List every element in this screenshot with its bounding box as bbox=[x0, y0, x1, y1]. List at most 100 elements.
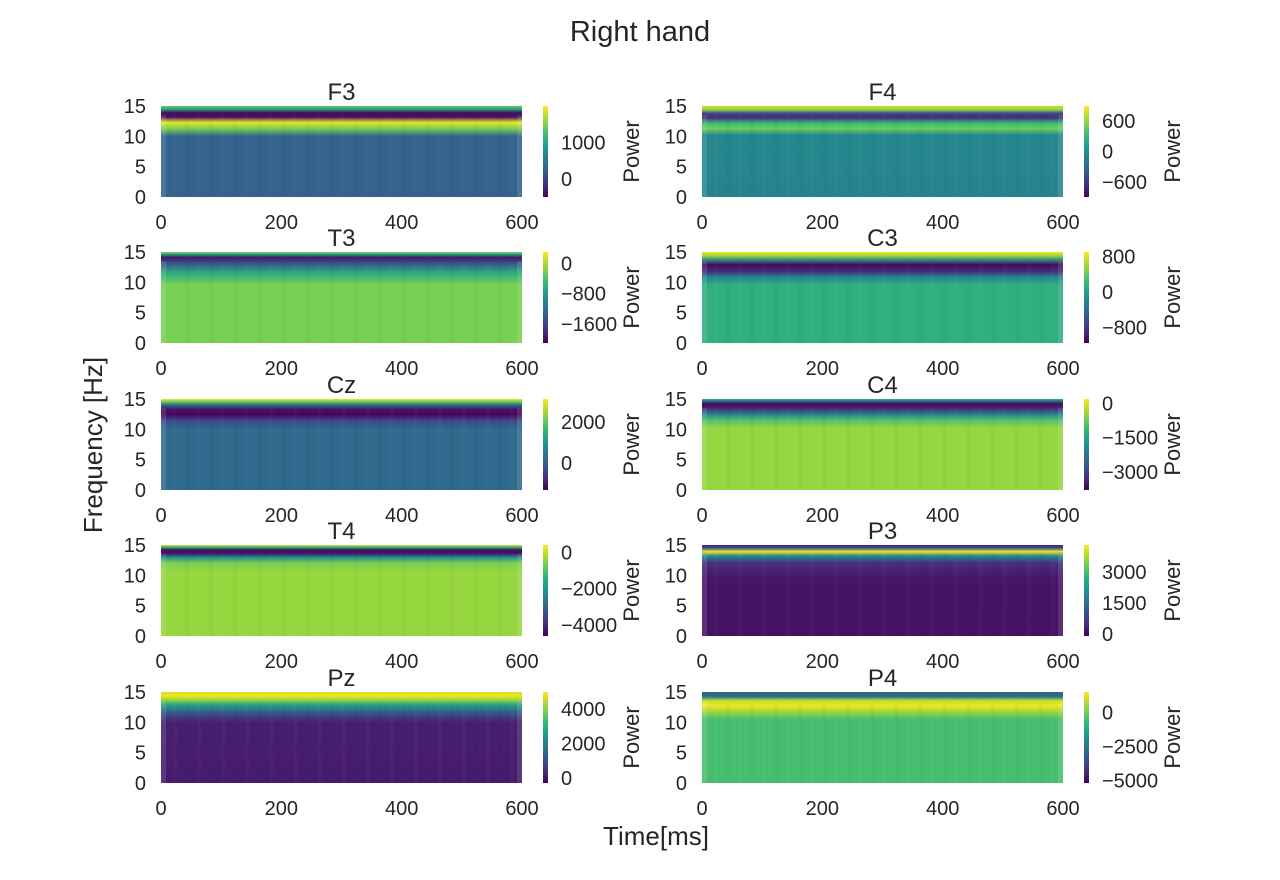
x-tick-label: 0 bbox=[155, 651, 166, 673]
colorbar-label: Power bbox=[1160, 120, 1185, 182]
y-tick-label: 10 bbox=[665, 419, 687, 441]
heatmap-texture bbox=[486, 408, 490, 490]
heatmap-texture bbox=[221, 261, 225, 343]
heatmap-texture bbox=[774, 115, 778, 197]
heatmap-texture bbox=[305, 261, 309, 343]
heatmap-texture bbox=[293, 261, 297, 343]
heatmap-texture bbox=[726, 701, 730, 783]
colorbar-P3 bbox=[1084, 545, 1089, 636]
subplot-Pz: Pz 0 200 400 600 0 5 10 15 4000 2000 0 Power bbox=[124, 665, 644, 820]
colorbar-C4 bbox=[1084, 399, 1089, 490]
heatmap-texture bbox=[185, 554, 189, 636]
heatmap-edge bbox=[517, 261, 522, 343]
heatmap-texture bbox=[209, 554, 213, 636]
x-tick-label: 0 bbox=[155, 358, 166, 380]
heatmap-texture bbox=[462, 408, 466, 490]
heatmap-texture bbox=[390, 408, 394, 490]
heatmap-texture bbox=[762, 115, 766, 197]
heatmap-texture bbox=[967, 261, 971, 343]
heatmap-texture bbox=[486, 554, 490, 636]
y-tick-label: 0 bbox=[135, 626, 146, 648]
x-tick-label: 200 bbox=[265, 358, 298, 380]
heatmap-texture bbox=[786, 115, 790, 197]
heatmap-texture bbox=[390, 261, 394, 343]
heatmap-texture bbox=[330, 554, 334, 636]
y-tick-label: 15 bbox=[665, 389, 687, 411]
heatmap-texture bbox=[955, 115, 959, 197]
heatmap-texture bbox=[378, 408, 382, 490]
heatmap-texture bbox=[871, 408, 875, 490]
heatmap-texture bbox=[414, 115, 418, 197]
heatmap-P3 bbox=[702, 545, 1063, 636]
heatmap-texture bbox=[979, 408, 983, 490]
heatmap-texture bbox=[317, 701, 321, 783]
colorbar-label: Power bbox=[619, 266, 644, 328]
x-tick-label: 600 bbox=[1046, 358, 1079, 380]
x-tick-label: 600 bbox=[505, 651, 538, 673]
heatmap-texture bbox=[967, 115, 971, 197]
heatmap-Cz bbox=[161, 399, 522, 490]
heatmap-texture bbox=[438, 115, 442, 197]
heatmap-texture bbox=[1015, 554, 1019, 636]
heatmap-texture bbox=[233, 261, 237, 343]
heatmap-texture bbox=[1051, 554, 1055, 636]
heatmap-texture bbox=[798, 701, 802, 783]
heatmap-texture bbox=[281, 261, 285, 343]
heatmap-texture bbox=[1051, 115, 1055, 197]
heatmap-texture bbox=[173, 554, 177, 636]
heatmap-texture bbox=[438, 701, 442, 783]
colorbar-label: Power bbox=[619, 120, 644, 182]
heatmap-texture bbox=[269, 115, 273, 197]
colorbar-tick-label: 0 bbox=[1102, 394, 1113, 416]
heatmap-texture bbox=[281, 408, 285, 490]
colorbar-label: Power bbox=[1160, 266, 1185, 328]
heatmap-texture bbox=[474, 408, 478, 490]
heatmap-texture bbox=[257, 701, 261, 783]
heatmap-Pz bbox=[161, 692, 522, 783]
heatmap-texture bbox=[402, 261, 406, 343]
heatmap-texture bbox=[931, 701, 935, 783]
y-tick-label: 10 bbox=[665, 565, 687, 587]
x-tick-label: 200 bbox=[806, 358, 839, 380]
y-tick-label: 5 bbox=[135, 157, 146, 179]
heatmap-T3 bbox=[161, 252, 522, 343]
heatmap-texture bbox=[738, 408, 742, 490]
x-tick-label: 600 bbox=[505, 798, 538, 820]
heatmap-texture bbox=[907, 115, 911, 197]
colorbar-tick-label: 4000 bbox=[561, 699, 606, 721]
heatmap-texture bbox=[390, 554, 394, 636]
heatmap-texture bbox=[317, 115, 321, 197]
x-tick-label: 0 bbox=[155, 212, 166, 234]
colorbar-Pz bbox=[543, 692, 548, 783]
heatmap-texture bbox=[221, 701, 225, 783]
heatmap-texture bbox=[366, 408, 370, 490]
y-tick-label: 15 bbox=[124, 535, 146, 557]
colorbar-C3 bbox=[1084, 252, 1089, 343]
colorbar-tick-label: 0 bbox=[1102, 142, 1113, 164]
heatmap-texture bbox=[1027, 554, 1031, 636]
heatmap-texture bbox=[185, 261, 189, 343]
heatmap-texture bbox=[774, 701, 778, 783]
colorbar-label: Power bbox=[619, 706, 644, 768]
heatmap-texture bbox=[762, 408, 766, 490]
subplot-title: P4 bbox=[868, 665, 897, 692]
colorbar-tick-label: 0 bbox=[1102, 702, 1113, 724]
heatmap-texture bbox=[846, 701, 850, 783]
heatmap-texture bbox=[883, 408, 887, 490]
x-tick-label: 600 bbox=[505, 505, 538, 527]
heatmap-texture bbox=[402, 408, 406, 490]
subplot-title: Pz bbox=[327, 665, 355, 692]
subplot-title: C4 bbox=[867, 372, 898, 399]
heatmap-texture bbox=[245, 261, 249, 343]
heatmap-texture bbox=[798, 554, 802, 636]
heatmap-edge bbox=[161, 261, 166, 343]
heatmap-texture bbox=[438, 554, 442, 636]
heatmap-texture bbox=[402, 554, 406, 636]
heatmap-texture bbox=[750, 701, 754, 783]
heatmap-texture bbox=[510, 261, 514, 343]
heatmap-texture bbox=[390, 701, 394, 783]
heatmap-texture bbox=[786, 701, 790, 783]
y-tick-label: 15 bbox=[665, 682, 687, 704]
heatmap-texture bbox=[209, 701, 213, 783]
y-tick-label: 0 bbox=[135, 773, 146, 795]
